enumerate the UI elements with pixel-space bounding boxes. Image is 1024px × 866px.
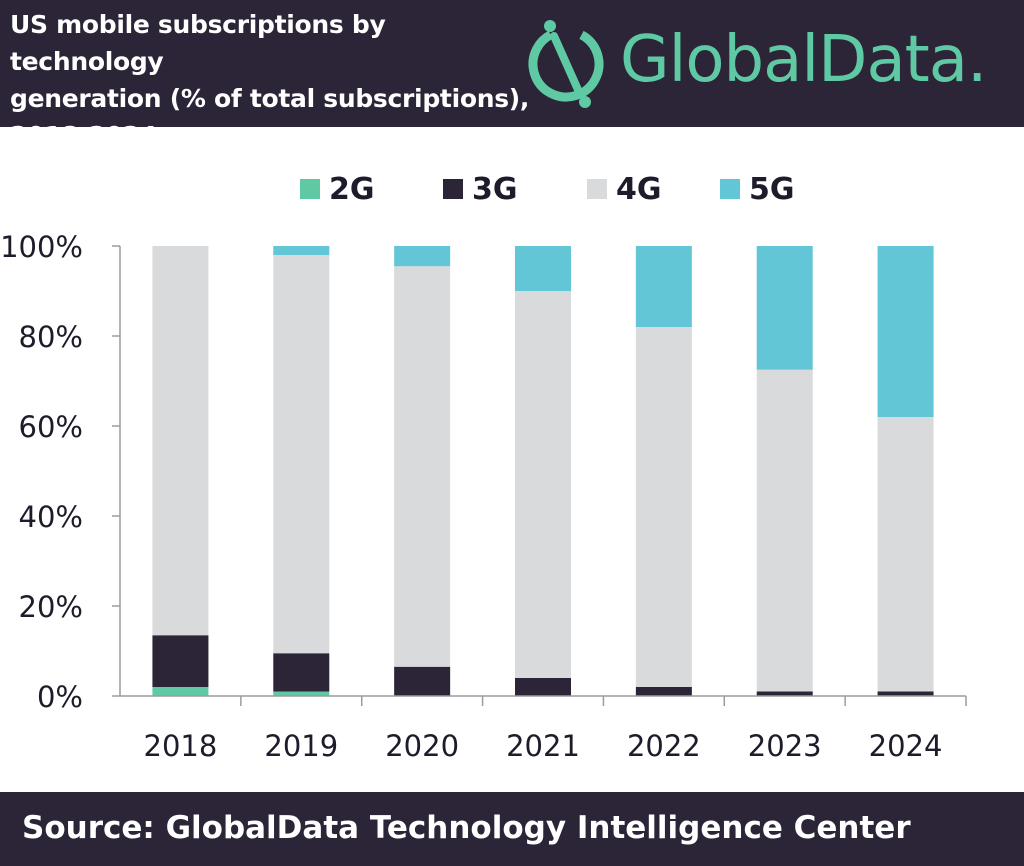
chart-legend: 2G 3G 4G 5G xyxy=(300,172,795,207)
bar-stack-2021 xyxy=(515,246,571,696)
bar-stack-2019 xyxy=(273,246,330,696)
legend-label-5g: 5G xyxy=(749,172,795,207)
legend-label-3g: 3G xyxy=(472,172,518,207)
globaldata-logo-text: GlobalData. xyxy=(620,23,987,97)
bar-stack-2020 xyxy=(394,246,451,696)
y-tick-label: 60% xyxy=(19,410,83,444)
bar-3g-2019 xyxy=(273,653,330,692)
legend-swatch-3g xyxy=(443,179,463,199)
source-note: Source: GlobalData Technology Intelligen… xyxy=(22,810,911,846)
bar-stack-2018 xyxy=(152,246,209,696)
title-line-2: generation (% of total subscriptions), xyxy=(10,84,530,113)
legend-label-2g: 2G xyxy=(329,172,375,207)
legend-swatch-5g xyxy=(720,179,740,199)
x-tick-label-2021: 2021 xyxy=(506,729,580,763)
x-tick-label-2024: 2024 xyxy=(869,729,943,763)
bar-4g-2024 xyxy=(877,417,934,692)
x-tick-label-2022: 2022 xyxy=(627,729,701,763)
title-line-1: US mobile subscriptions by technology xyxy=(10,10,386,76)
header-banner: US mobile subscriptions by technology ge… xyxy=(0,0,1024,150)
x-tick-label-2019: 2019 xyxy=(264,729,338,763)
y-axis: 0% 20% 40% 60% 80% 100% xyxy=(0,230,121,714)
bar-4g-2020 xyxy=(394,266,451,667)
y-tick-label: 0% xyxy=(37,680,83,714)
bar-3g-2022 xyxy=(635,687,692,696)
bar-4g-2023 xyxy=(756,369,813,692)
bar-3g-2024 xyxy=(877,691,934,696)
bar-4g-2022 xyxy=(635,327,692,687)
x-tick-label-2023: 2023 xyxy=(748,729,822,763)
bar-3g-2018 xyxy=(152,635,209,687)
bar-5g-2024 xyxy=(877,246,934,417)
legend-label-4g: 4G xyxy=(616,172,662,207)
y-tick-label: 100% xyxy=(0,230,83,264)
y-tick-label: 40% xyxy=(19,500,83,534)
title-line-3: 2018-2024 xyxy=(10,121,157,150)
bar-2g-2019 xyxy=(273,691,330,696)
bar-4g-2021 xyxy=(515,291,571,678)
x-axis: 2018 2019 2020 2021 2022 2023 2024 xyxy=(120,695,967,763)
legend-swatch-2g xyxy=(300,179,320,199)
bar-5g-2021 xyxy=(515,246,571,291)
globaldata-logo: GlobalData. xyxy=(524,14,1004,114)
bar-5g-2023 xyxy=(756,246,813,370)
bar-stack-2023 xyxy=(756,246,813,696)
chart-title: US mobile subscriptions by technology ge… xyxy=(10,6,530,154)
bar-5g-2020 xyxy=(394,246,451,267)
bar-stack-2022 xyxy=(635,246,692,696)
bar-stack-2024 xyxy=(877,246,934,696)
bar-3g-2020 xyxy=(394,666,451,696)
legend-swatch-4g xyxy=(587,179,607,199)
footer-banner: Source: GlobalData Technology Intelligen… xyxy=(0,792,1024,866)
globaldata-logo-icon xyxy=(528,20,604,108)
x-tick-label-2018: 2018 xyxy=(144,729,218,763)
bar-4g-2019 xyxy=(273,255,330,654)
bar-3g-2023 xyxy=(756,691,813,696)
bar-5g-2019 xyxy=(273,246,330,255)
y-tick-label: 20% xyxy=(19,590,83,624)
stacked-bar-chart: 2G 3G 4G 5G 0% 20% 40% 60% 80% 100% 2018 2019 2020… xyxy=(0,172,967,763)
y-tick-label: 80% xyxy=(19,320,83,354)
bar-5g-2022 xyxy=(635,246,692,327)
bar-4g-2018 xyxy=(152,246,209,636)
bar-2g-2018 xyxy=(152,687,209,696)
bar-group xyxy=(152,246,934,696)
x-tick-label-2020: 2020 xyxy=(385,729,459,763)
bar-3g-2021 xyxy=(515,678,571,696)
